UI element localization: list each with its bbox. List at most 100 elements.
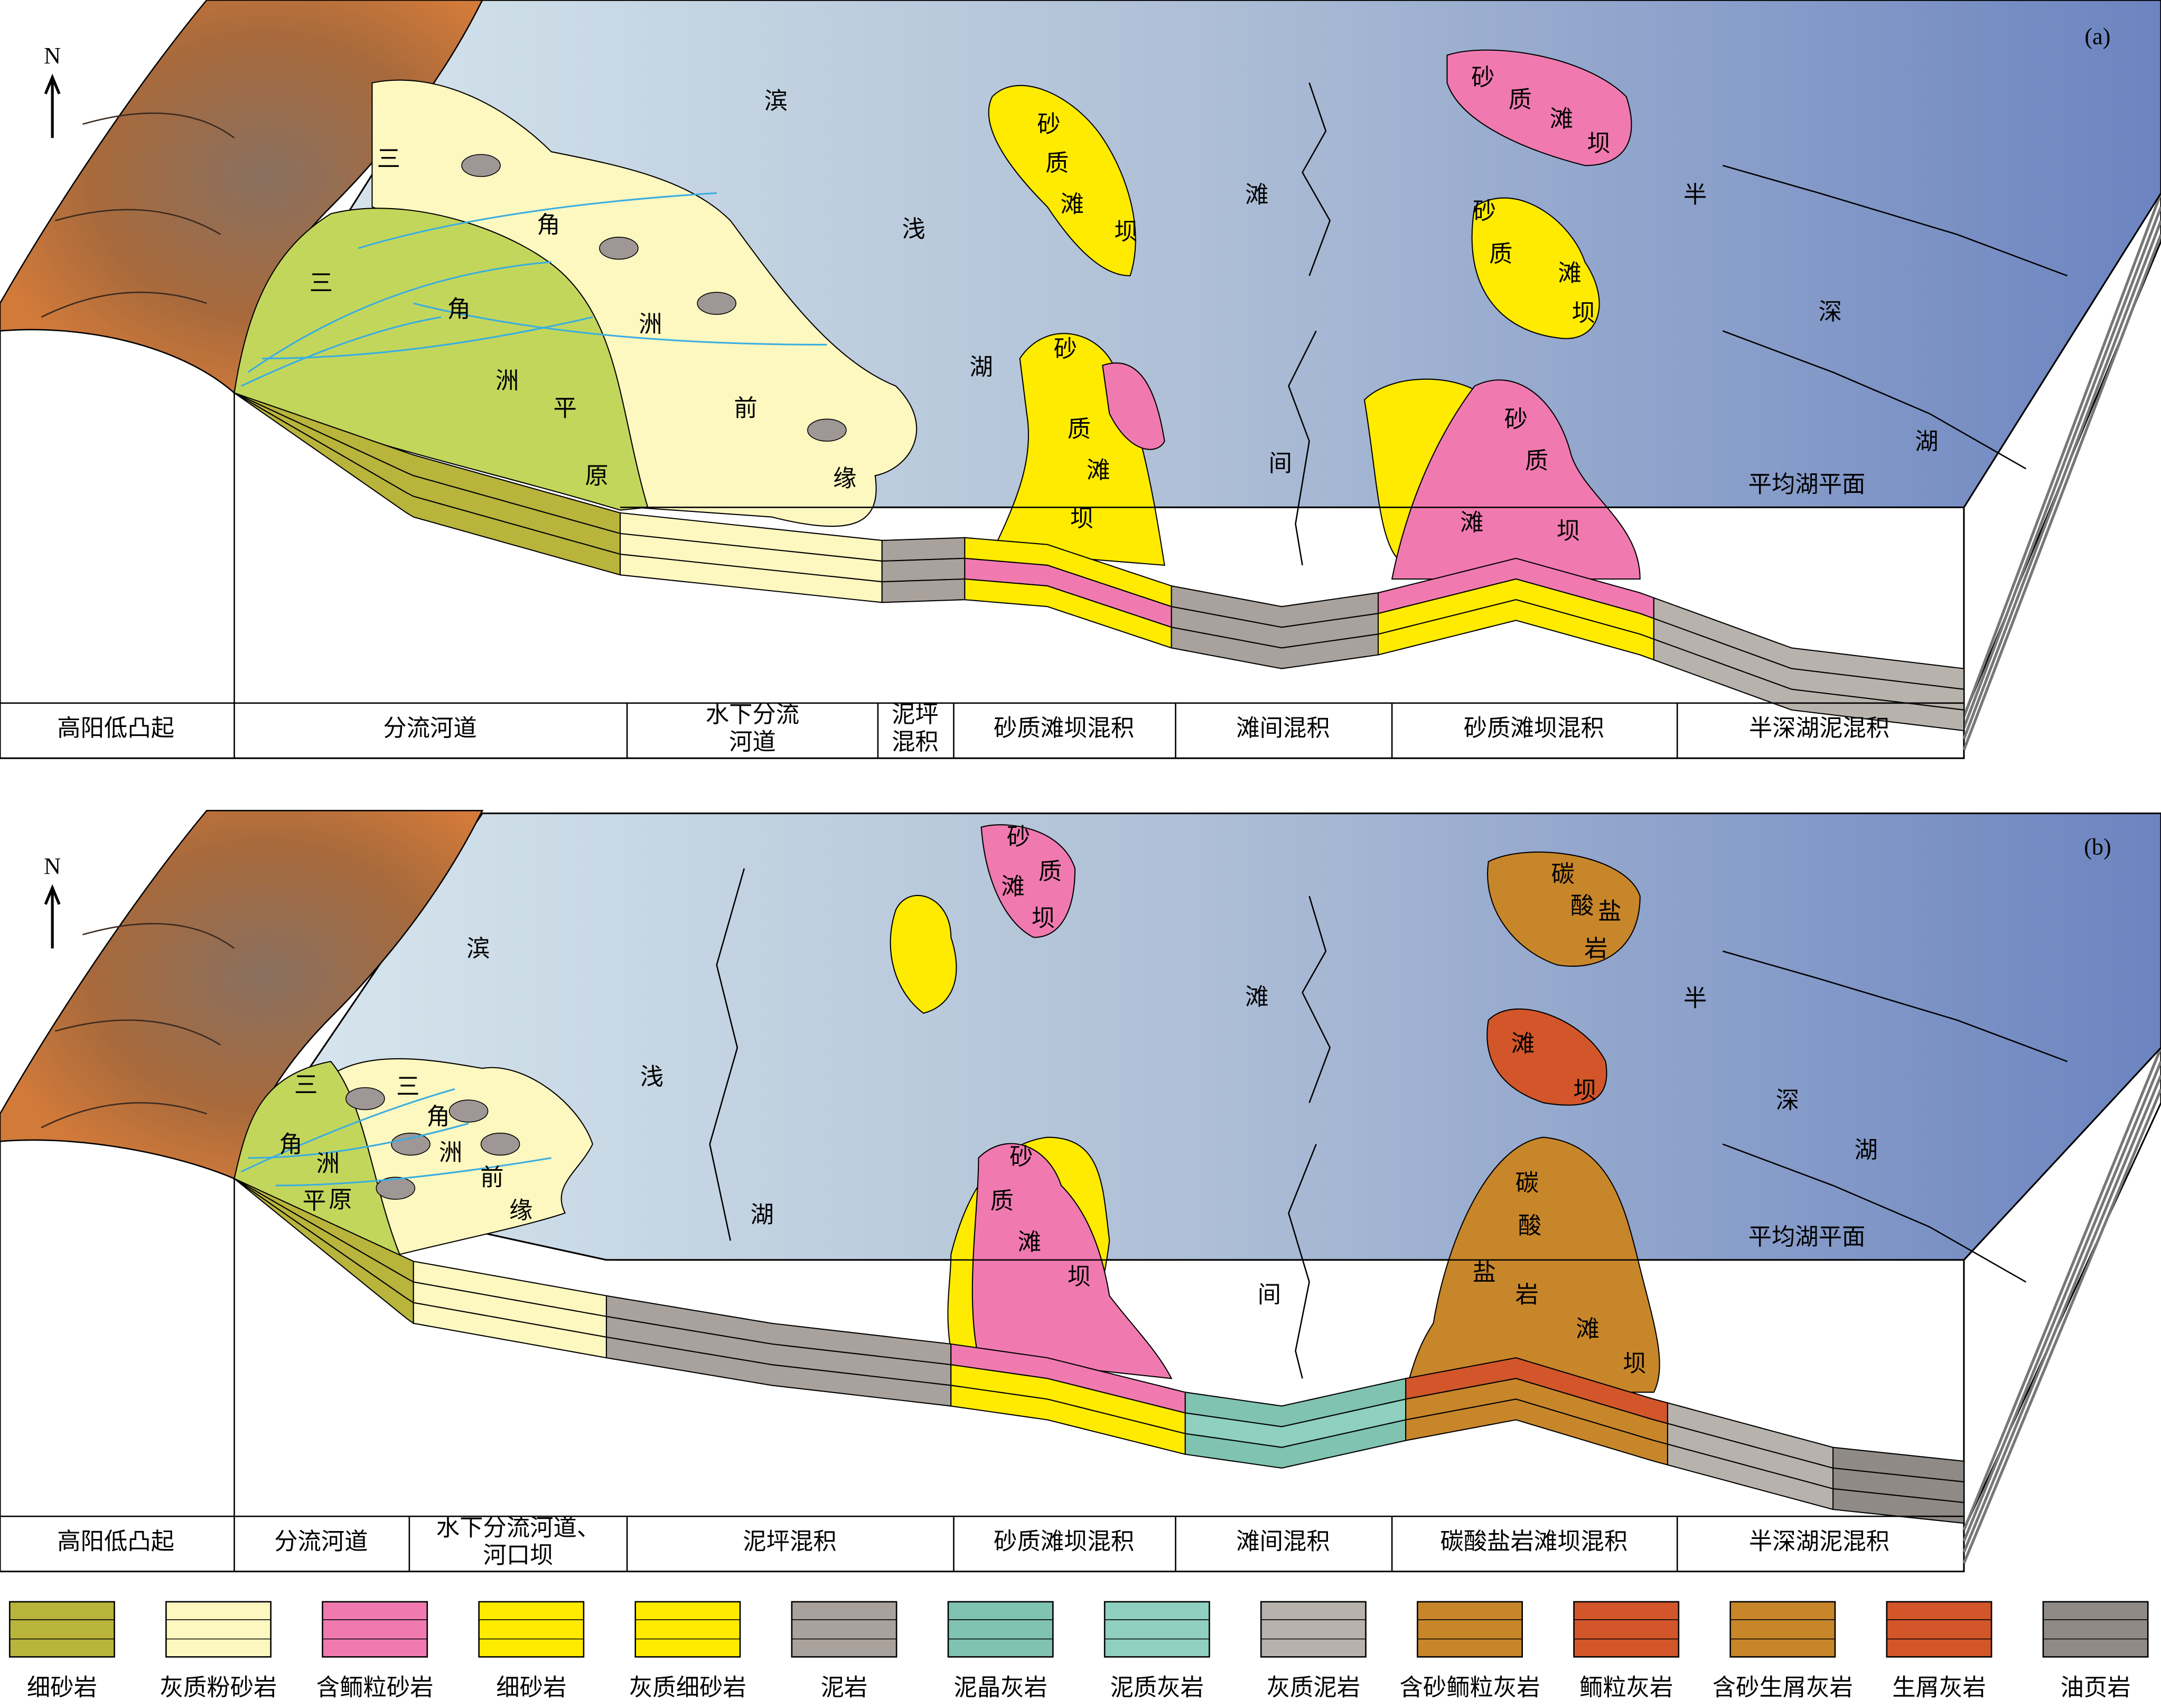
side-layer [1962,234,2161,751]
legend-label: 泥岩 [821,1674,868,1701]
map-label: 砂质滩坝 [1001,824,1062,931]
map-label: 滩坝 [1511,1031,1597,1104]
map-label: 砂质滩坝 [1054,336,1110,532]
river [413,302,827,346]
map-label: 半深湖 [1683,985,1878,1163]
facies-body [1391,379,1641,580]
map-label: 滩间 [1245,181,1292,477]
facies-label: 半深湖泥混积 [1749,1528,1889,1555]
facies-label: 泥坪混积 [743,1528,836,1555]
river [240,316,442,387]
legend-swatch [478,1601,585,1658]
river [275,1157,551,1187]
legend-swatch [1886,1601,1992,1658]
legend-label: 灰质泥岩 [1267,1674,1360,1701]
contour-line [1722,1143,2026,1283]
legend-label: 灰质粉砂岩 [160,1674,277,1701]
highland-ridge [41,292,207,318]
facies-label: 高阳低凸起 [57,1528,174,1555]
legend-swatch [791,1601,897,1658]
facies-body [1487,851,1641,967]
mud-lens [461,154,501,177]
legend-label: 灰质细砂岩 [629,1674,746,1701]
contour-line [1288,1144,1317,1379]
north-arrow [44,73,61,138]
mud-lens [599,237,639,260]
map-label: 三角洲前缘 [396,1074,532,1224]
facies-label: 砂质滩坝混积 [994,715,1134,741]
facies-body [1471,197,1600,339]
facies-body [1102,362,1165,450]
mud-lens [697,292,737,315]
facies-label: 混积 [892,729,939,755]
strata-layer [881,557,966,583]
legend-label: 泥晶灰岩 [953,1674,1047,1701]
map-label: 碳酸 盐岩 [1551,861,1621,962]
contour-line [1288,330,1317,566]
river [247,261,551,373]
facies-label: 河道 [729,729,776,755]
north-label: N [44,42,61,69]
legend-label: 鲕粒灰岩 [1579,1674,1673,1701]
contour-line [1722,165,2068,277]
map-label: 砂质滩坝 [1471,64,1611,157]
map-label: 半深湖 [1683,181,1939,454]
map-label: 砂质滩坝 [1473,198,1595,326]
legend-swatch [1260,1601,1367,1658]
legend-swatch [634,1601,741,1658]
map-label: 三角洲前缘 [377,146,857,492]
strata-layer [881,537,966,562]
side-layer [1962,1047,2161,1531]
facies-body [233,208,649,511]
north-arrow [44,884,61,949]
legend-label: 含砂鲕粒灰岩 [1400,1674,1540,1701]
facies-label: 分流河道 [274,1528,368,1555]
highland-ridge [41,1102,207,1128]
highland-ridge [55,209,221,235]
contour-line [1722,950,2068,1062]
legend-label: 细砂岩 [496,1674,566,1701]
lake-level-label: 平均湖平面 [1748,471,1866,497]
legend-label: 含砂生屑灰岩 [1713,1674,1853,1701]
side-layer [1962,192,2161,717]
map-label: 砂质滩坝 [990,1144,1091,1290]
river [248,1123,469,1159]
panel-label: (a) [2084,23,2110,49]
facies-label: 分流河道 [383,715,476,741]
facies-label: 砂质滩坝混积 [994,1528,1134,1555]
facies-label: 碳酸盐岩滩坝混积 [1440,1528,1628,1555]
side-layer [1962,1088,2161,1564]
contour-line [709,868,745,1241]
facies-body [971,1143,1173,1379]
highland-ridge [55,1019,221,1046]
map-label: 三角洲平原 [279,1072,352,1214]
strata-layer [881,578,966,603]
contour-line [1722,330,2026,470]
mud-lens [807,418,847,442]
mud-lens [376,1177,416,1200]
side-layer [1962,206,2161,729]
highland-ridge [82,112,235,139]
facies-label: 河口坝 [483,1542,553,1569]
side-layer [1962,220,2161,740]
legend-swatch [1729,1601,1836,1658]
legend-swatch [947,1601,1054,1658]
legend-swatch [8,1601,115,1658]
facies-label: 泥坪 [892,701,939,727]
map-label: 滩间 [1245,984,1281,1308]
legend-label: 生屑灰岩 [1892,1674,1986,1701]
strata-layer [1653,638,1964,732]
map-label: 滨浅湖 [764,88,993,380]
map-label: 三角洲平原 [310,269,609,489]
legend-swatch [322,1601,428,1658]
facies-label: 滩间混积 [1236,715,1330,741]
river [358,192,717,249]
map-label: 碳酸盐岩滩坝 [1473,1170,1647,1377]
legend-label: 油页岩 [2061,1674,2131,1701]
facies-body [988,85,1136,277]
facies-label: 半深湖泥混积 [1749,715,1889,741]
legend-label: 泥质灰岩 [1110,1674,1204,1701]
mud-lens [391,1133,431,1156]
facies-label: 滩间混积 [1236,1528,1330,1555]
